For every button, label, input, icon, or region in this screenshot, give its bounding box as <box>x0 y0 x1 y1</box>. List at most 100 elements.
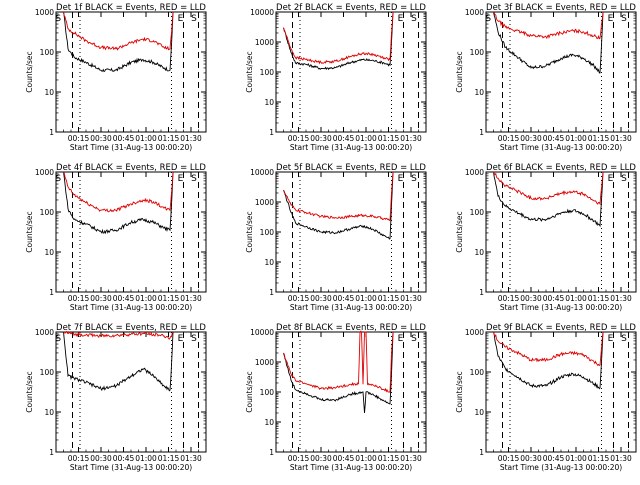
lld-series-line <box>63 11 174 51</box>
x-tick-label: 01:00 <box>355 134 377 143</box>
lld-series-line <box>493 331 604 367</box>
x-tick-label: 00:30 <box>520 134 542 143</box>
segment-marker-end: E <box>178 14 184 24</box>
panel-title: Det 4f BLACK = Events, RED = LLD <box>56 163 206 173</box>
panel-det-8f: Det 8f BLACK = Events, RED = LLD 1 10 100 10… <box>245 323 427 472</box>
panel-title: Det 3f BLACK = Events, RED = LLD <box>486 3 636 13</box>
y-axis-label: Counts/sec <box>245 211 254 252</box>
y-tick-label: 10 <box>44 88 54 97</box>
segment-marker-start: S <box>55 174 61 184</box>
lld-series-line <box>493 11 604 40</box>
x-tick-label: 00:30 <box>520 454 542 463</box>
panel-title: Det 9f BLACK = Events, RED = LLD <box>486 323 636 333</box>
segment-marker-start: S <box>621 174 627 184</box>
segment-marker-start: S <box>55 334 61 344</box>
x-tick-label: 01:30 <box>400 294 422 303</box>
lld-series-line <box>493 171 604 206</box>
segment-marker-start: S <box>485 14 491 24</box>
y-tick-label: 1 <box>269 448 274 457</box>
y-tick-label: 100 <box>40 208 55 217</box>
y-tick-label: 1000 <box>35 328 54 337</box>
y-tick-label: 1 <box>479 448 484 457</box>
y-tick-label: 100 <box>260 228 275 237</box>
x-tick-label: 00:30 <box>90 294 112 303</box>
x-tick-label: 01:00 <box>565 294 587 303</box>
x-tick-label: 01:15 <box>378 294 400 303</box>
y-tick-label: 10 <box>264 98 274 107</box>
x-tick-label: 01:15 <box>588 454 610 463</box>
y-tick-label: 10000 <box>250 328 274 337</box>
x-tick-label: 01:15 <box>378 454 400 463</box>
x-axis-label: Start Time (31-Aug-13 00:00:20) <box>500 143 622 152</box>
events-series-line <box>493 171 604 228</box>
x-tick-label: 00:15 <box>288 294 310 303</box>
x-tick-label: 00:30 <box>310 454 332 463</box>
lld-series-line <box>63 330 174 340</box>
x-tick-label: 01:30 <box>400 454 422 463</box>
segment-marker-start: S <box>621 14 627 24</box>
segment-marker-start: S <box>621 334 627 344</box>
y-tick-label: 10 <box>474 248 484 257</box>
x-tick-label: 01:15 <box>158 454 180 463</box>
x-tick-label: 01:00 <box>355 294 377 303</box>
y-tick-label: 10 <box>264 418 274 427</box>
lld-series-line <box>63 171 174 213</box>
x-axis-label: Start Time (31-Aug-13 00:00:20) <box>290 143 412 152</box>
x-tick-label: 01:00 <box>135 134 157 143</box>
x-tick-label: 00:45 <box>113 454 135 463</box>
segment-marker-start: S <box>191 174 197 184</box>
x-tick-label: 01:15 <box>158 294 180 303</box>
y-axis-label: Counts/sec <box>25 371 34 412</box>
x-tick-label: 00:15 <box>68 134 90 143</box>
y-tick-label: 10 <box>474 88 484 97</box>
segment-marker-start: S <box>191 14 197 24</box>
x-tick-label: 01:00 <box>355 454 377 463</box>
segment-marker-end: E <box>398 174 404 184</box>
panel-det-3f: Det 3f BLACK = Events, RED = LLD 1 10 100 10… <box>455 3 637 152</box>
y-tick-label: 1 <box>479 288 484 297</box>
segment-marker-end: E <box>398 14 404 24</box>
x-tick-label: 00:15 <box>498 294 520 303</box>
panel-title: Det 8f BLACK = Events, RED = LLD <box>276 323 426 333</box>
panel-det-1f: Det 1f BLACK = Events, RED = LLD 1 10 100 10… <box>25 3 207 152</box>
x-tick-label: 00:45 <box>333 454 355 463</box>
panel-title: Det 7f BLACK = Events, RED = LLD <box>56 323 206 333</box>
x-tick-label: 01:30 <box>610 294 632 303</box>
x-tick-label: 00:45 <box>543 134 565 143</box>
y-tick-label: 100 <box>260 68 275 77</box>
segment-marker-end: E <box>398 334 404 344</box>
y-tick-label: 100 <box>40 48 55 57</box>
x-tick-label: 01:30 <box>610 454 632 463</box>
events-series-line <box>63 11 174 73</box>
panel-title: Det 6f BLACK = Events, RED = LLD <box>486 163 636 173</box>
x-tick-label: 00:15 <box>288 454 310 463</box>
x-tick-label: 01:30 <box>610 134 632 143</box>
y-tick-label: 1000 <box>255 358 274 367</box>
x-axis-label: Start Time (31-Aug-13 00:00:20) <box>70 143 192 152</box>
segment-marker-start: S <box>411 334 417 344</box>
y-tick-label: 10000 <box>250 8 274 17</box>
panel-det-6f: Det 6f BLACK = Events, RED = LLD 1 10 100 10… <box>455 163 637 312</box>
segment-marker-start: S <box>55 14 61 24</box>
y-tick-label: 1 <box>269 288 274 297</box>
y-tick-label: 1 <box>479 128 484 137</box>
x-tick-label: 00:30 <box>90 134 112 143</box>
x-tick-label: 01:30 <box>400 134 422 143</box>
x-tick-label: 00:45 <box>113 134 135 143</box>
x-tick-label: 00:30 <box>310 134 332 143</box>
x-tick-label: 00:45 <box>333 294 355 303</box>
panel-title: Det 1f BLACK = Events, RED = LLD <box>56 3 206 13</box>
segment-marker-end: E <box>608 334 614 344</box>
y-tick-label: 1000 <box>255 198 274 207</box>
x-tick-label: 00:45 <box>543 454 565 463</box>
y-tick-label: 1 <box>49 288 54 297</box>
y-tick-label: 1000 <box>35 168 54 177</box>
x-tick-label: 01:15 <box>588 294 610 303</box>
segment-marker-end: E <box>178 174 184 184</box>
x-axis-label: Start Time (31-Aug-13 00:00:20) <box>290 303 412 312</box>
y-tick-label: 1000 <box>255 38 274 47</box>
y-axis-label: Counts/sec <box>25 211 34 252</box>
panel-title: Det 2f BLACK = Events, RED = LLD <box>276 3 426 13</box>
x-tick-label: 01:30 <box>180 134 202 143</box>
